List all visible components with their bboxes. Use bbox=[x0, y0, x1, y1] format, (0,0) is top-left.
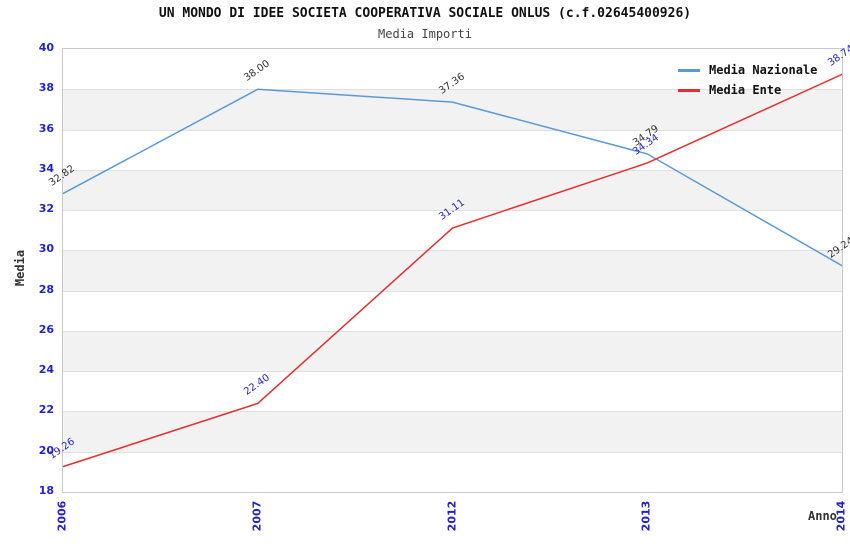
y-tick-label: 34 bbox=[38, 161, 54, 175]
background-band bbox=[63, 89, 842, 130]
gridline bbox=[63, 411, 842, 413]
gridline bbox=[63, 451, 842, 453]
background-band bbox=[63, 250, 842, 291]
legend-label: Media Ente bbox=[709, 83, 782, 97]
chart-title: UN MONDO DI IDEE SOCIETA COOPERATIVA SOC… bbox=[158, 6, 692, 21]
y-tick-label: 28 bbox=[38, 282, 54, 296]
y-tick-label: 18 bbox=[38, 484, 54, 497]
series-line-media-nazionale bbox=[62, 88, 843, 267]
x-tick-label: 2007 bbox=[250, 500, 264, 532]
y-axis-title: Media bbox=[13, 249, 27, 287]
y-tick-label: 36 bbox=[38, 121, 54, 135]
x-tick-label: 2006 bbox=[55, 500, 69, 532]
plot-area bbox=[62, 48, 843, 493]
gridline bbox=[63, 330, 842, 332]
background-band bbox=[63, 169, 842, 211]
series-lines bbox=[62, 73, 843, 468]
gridline bbox=[63, 371, 842, 373]
gridline bbox=[63, 169, 842, 171]
legend-swatch bbox=[678, 88, 700, 92]
y-tick-label: 20 bbox=[38, 443, 54, 457]
series-line-media-ente bbox=[62, 73, 843, 468]
background-band bbox=[63, 330, 842, 372]
gridline bbox=[63, 290, 842, 292]
legend-item: Media Nazionale bbox=[678, 60, 817, 80]
y-tick-label: 24 bbox=[38, 363, 54, 377]
gridline bbox=[63, 129, 842, 131]
y-tick-label: 22 bbox=[38, 403, 54, 417]
y-tick-label: 40 bbox=[38, 41, 54, 54]
legend-item: Media Ente bbox=[678, 80, 817, 100]
y-tick-label: 26 bbox=[38, 322, 54, 336]
legend: Media Nazionale Media Ente bbox=[678, 60, 817, 100]
gridline bbox=[63, 89, 842, 91]
x-tick-label: 2013 bbox=[639, 500, 653, 532]
x-axis-title: Anno bbox=[808, 509, 837, 523]
chart-subtitle: Media Importi bbox=[378, 27, 472, 41]
gridline bbox=[63, 210, 842, 212]
legend-label: Media Nazionale bbox=[709, 63, 818, 77]
x-tick-label: 2012 bbox=[445, 500, 458, 532]
y-tick-label: 30 bbox=[38, 242, 54, 256]
y-tick-label: 38 bbox=[38, 81, 54, 95]
y-tick-label: 32 bbox=[38, 202, 54, 216]
background-band bbox=[63, 411, 842, 452]
gridline bbox=[63, 250, 842, 252]
legend-swatch bbox=[678, 68, 700, 72]
